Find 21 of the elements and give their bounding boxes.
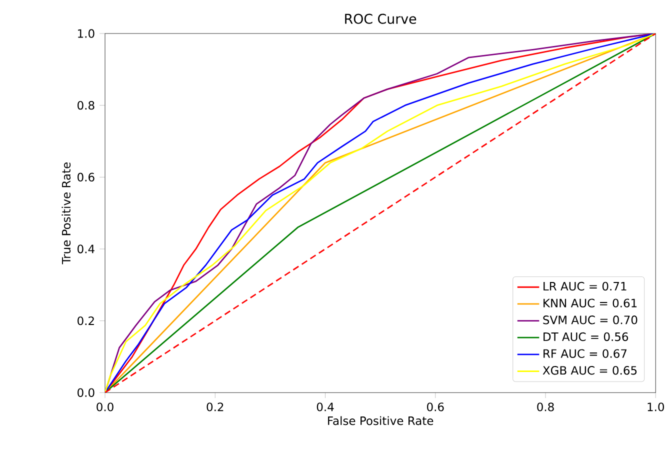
legend-label: LR AUC = 0.71 xyxy=(544,282,626,291)
x-tick-label: 0.8 xyxy=(537,402,554,412)
y-axis-title: True Positive Rate xyxy=(62,162,71,264)
legend-label: XGB AUC = 0.65 xyxy=(542,366,637,375)
y-tick-label: 1.0 xyxy=(78,29,94,38)
x-axis-title: False Positive Rate xyxy=(328,416,434,426)
x-tick-label: 0.0 xyxy=(96,402,114,412)
y-tick-label: 0.6 xyxy=(78,172,94,182)
x-tick-label: 0.4 xyxy=(316,402,334,412)
y-tick-label: 0.2 xyxy=(78,316,94,326)
y-tick-label: 0.4 xyxy=(78,244,94,254)
x-tick-label: 1.0 xyxy=(648,402,664,412)
x-tick-label: 0.2 xyxy=(206,402,224,412)
legend-label: DT AUC = 0.56 xyxy=(544,332,628,342)
chart-title: ROC Curve xyxy=(345,14,416,24)
x-tick-label: 0.6 xyxy=(427,402,444,412)
legend-label: SVM AUC = 0.70 xyxy=(543,316,638,324)
legend-label: RF AUC = 0.67 xyxy=(544,349,627,358)
legend-label: KNN AUC = 0.61 xyxy=(544,298,637,308)
y-tick-label: 0.0 xyxy=(78,388,94,397)
y-tick-label: 0.8 xyxy=(78,100,94,110)
